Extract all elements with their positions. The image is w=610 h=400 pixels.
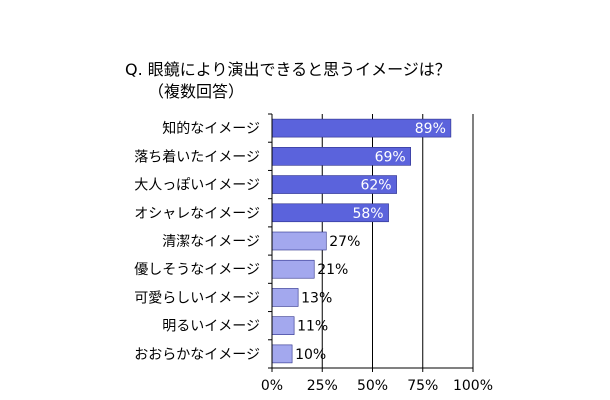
- data-label: 21%: [317, 262, 348, 278]
- bar: [271, 231, 327, 251]
- data-label: 11%: [297, 319, 328, 335]
- bar: [271, 316, 295, 335]
- bar: [271, 344, 293, 364]
- x-tick-label: 75%: [407, 378, 438, 394]
- x-tick-label: 0%: [261, 378, 283, 394]
- category-label: 知的なイメージ: [162, 120, 260, 137]
- category-label: 清潔なイメージ: [162, 234, 260, 250]
- category-label: 優しそうなイメージ: [134, 262, 260, 278]
- data-label: 10%: [295, 347, 326, 363]
- x-tick-label: 50%: [357, 378, 388, 394]
- data-label: 58%: [352, 206, 383, 222]
- x-tick-label: 25%: [307, 378, 338, 394]
- data-label: 62%: [360, 178, 391, 194]
- chart-subtitle: （複数回答）: [148, 82, 245, 101]
- category-label: 可愛らしいイメージ: [134, 290, 260, 306]
- category-label: 落ち着いたイメージ: [134, 149, 260, 165]
- bar: [271, 288, 299, 307]
- chart-title: Q. 眼鏡により演出できると思うイメージは？: [125, 60, 451, 79]
- bar: [271, 259, 315, 279]
- data-label: 13%: [301, 290, 332, 306]
- data-label: 69%: [375, 149, 406, 165]
- data-label: 89%: [415, 121, 446, 137]
- category-label: オシャレなイメージ: [134, 206, 260, 222]
- x-tick-label: 100%: [453, 378, 493, 394]
- data-label: 27%: [329, 234, 360, 250]
- category-label: 大人っぽいイメージ: [134, 178, 260, 194]
- category-label: 明るいイメージ: [162, 319, 260, 335]
- category-label: おおらかなイメージ: [134, 347, 260, 363]
